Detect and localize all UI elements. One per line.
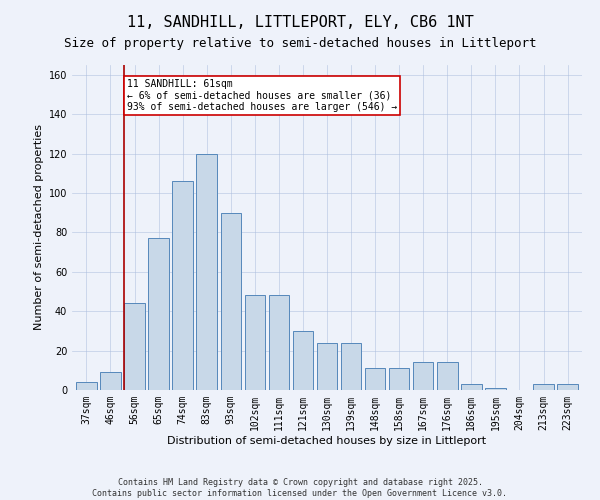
Bar — [413, 362, 433, 390]
Bar — [365, 368, 385, 390]
Text: 11, SANDHILL, LITTLEPORT, ELY, CB6 1NT: 11, SANDHILL, LITTLEPORT, ELY, CB6 1NT — [127, 15, 473, 30]
Bar — [76, 382, 97, 390]
Bar — [557, 384, 578, 390]
Bar — [533, 384, 554, 390]
Bar — [317, 342, 337, 390]
Bar — [293, 331, 313, 390]
Bar — [245, 296, 265, 390]
Bar — [124, 304, 145, 390]
Text: Size of property relative to semi-detached houses in Littleport: Size of property relative to semi-detach… — [64, 38, 536, 51]
Bar — [148, 238, 169, 390]
Bar — [437, 362, 458, 390]
Bar — [461, 384, 482, 390]
Bar — [389, 368, 409, 390]
Text: 11 SANDHILL: 61sqm
← 6% of semi-detached houses are smaller (36)
93% of semi-det: 11 SANDHILL: 61sqm ← 6% of semi-detached… — [127, 79, 397, 112]
Bar — [196, 154, 217, 390]
Text: Contains HM Land Registry data © Crown copyright and database right 2025.
Contai: Contains HM Land Registry data © Crown c… — [92, 478, 508, 498]
Y-axis label: Number of semi-detached properties: Number of semi-detached properties — [34, 124, 44, 330]
Bar — [269, 296, 289, 390]
Bar — [341, 342, 361, 390]
Bar — [485, 388, 506, 390]
Bar — [172, 181, 193, 390]
Bar — [221, 212, 241, 390]
X-axis label: Distribution of semi-detached houses by size in Littleport: Distribution of semi-detached houses by … — [167, 436, 487, 446]
Bar — [100, 372, 121, 390]
